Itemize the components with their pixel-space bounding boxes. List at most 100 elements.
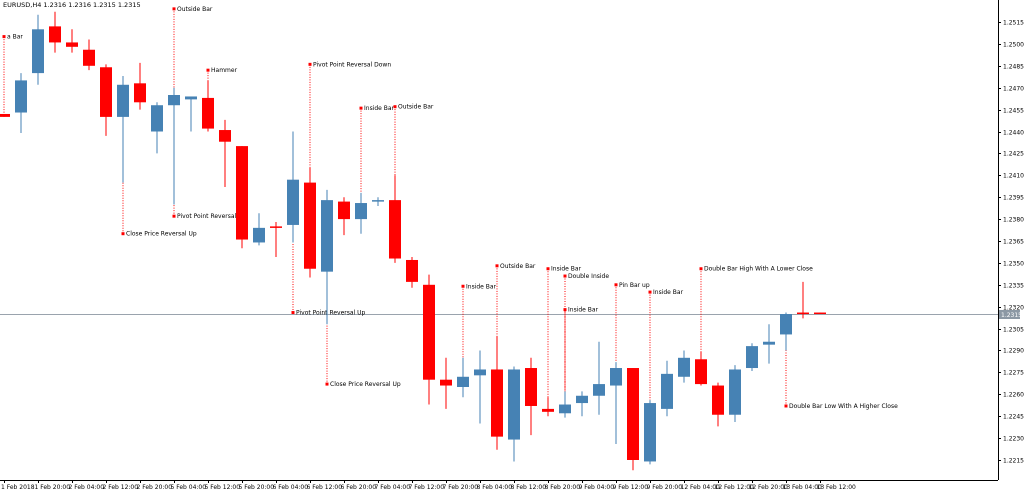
y-tick-label: 1.2350 bbox=[1003, 261, 1024, 268]
annotation-label: Pivot Point Reversal Up bbox=[296, 310, 366, 317]
annotation-label: Hammer bbox=[211, 67, 238, 74]
x-tick-label: 12 Feb 04:00 bbox=[681, 484, 721, 491]
candle bbox=[491, 335, 503, 450]
candle-body bbox=[15, 80, 27, 113]
candle-body bbox=[729, 369, 741, 415]
symbol-header: EURUSD,H4 1.2316 1.2316 1.2315 1.2315 bbox=[3, 1, 141, 9]
candle-body bbox=[440, 379, 452, 386]
candle-body bbox=[491, 369, 503, 437]
y-tick-label: 1.2395 bbox=[1003, 195, 1024, 202]
candle bbox=[457, 357, 469, 398]
candle bbox=[287, 131, 299, 243]
x-tick-label: 12 Feb 20:00 bbox=[749, 484, 789, 491]
y-tick-label: 1.2305 bbox=[1003, 327, 1024, 334]
x-tick-label: 5 Feb 20:00 bbox=[239, 484, 275, 491]
x-tick-label: 9 Feb 12:00 bbox=[613, 484, 649, 491]
current-price-tag bbox=[999, 310, 1020, 319]
candle-body bbox=[0, 113, 10, 117]
annotation-marker bbox=[172, 214, 176, 218]
annotation-label: a Bar bbox=[7, 34, 23, 41]
y-tick-label: 1.2230 bbox=[1003, 436, 1024, 443]
candle bbox=[117, 76, 129, 183]
annotation-marker bbox=[461, 284, 465, 288]
candle bbox=[15, 73, 27, 133]
candle bbox=[355, 192, 367, 234]
candle-body bbox=[49, 26, 61, 43]
candle-body bbox=[83, 49, 95, 66]
candle bbox=[474, 350, 486, 424]
annotation-marker bbox=[121, 232, 125, 236]
y-tick-label: 1.2485 bbox=[1003, 64, 1024, 71]
candle-body bbox=[32, 29, 44, 74]
y-tick-label: 1.2500 bbox=[1003, 42, 1024, 49]
candle bbox=[134, 62, 146, 110]
x-tick-label: 1 Feb 20:00 bbox=[35, 484, 71, 491]
candle-body bbox=[508, 369, 520, 440]
candle-body bbox=[66, 42, 78, 47]
candle-body bbox=[338, 201, 350, 220]
x-tick-label: 7 Feb 04:00 bbox=[375, 484, 411, 491]
candle-body bbox=[321, 200, 333, 272]
candle bbox=[151, 102, 163, 154]
candle-body bbox=[474, 369, 486, 376]
annotation-marker bbox=[699, 267, 703, 271]
x-tick-label: 9 Feb 20:00 bbox=[647, 484, 683, 491]
candle bbox=[83, 39, 95, 71]
candle-body bbox=[627, 368, 639, 460]
candle bbox=[661, 360, 673, 417]
x-tick-label: 12 Feb 12:00 bbox=[715, 484, 755, 491]
candle bbox=[797, 281, 809, 319]
candle bbox=[559, 391, 571, 418]
candle-body bbox=[712, 385, 724, 415]
y-tick-label: 1.2290 bbox=[1003, 348, 1024, 355]
candle bbox=[746, 343, 758, 371]
x-tick-label: 2 Feb 12:00 bbox=[103, 484, 139, 491]
x-tick-label: 13 Feb 04:00 bbox=[783, 484, 823, 491]
candle-body bbox=[219, 130, 231, 142]
candle bbox=[338, 197, 350, 236]
candle bbox=[168, 87, 180, 205]
candle-body bbox=[644, 403, 656, 462]
candle-body bbox=[661, 373, 673, 409]
candle-body bbox=[355, 203, 367, 220]
x-tick-label: 8 Feb 20:00 bbox=[545, 484, 581, 491]
x-tick-label: 9 Feb 04:00 bbox=[579, 484, 615, 491]
candle bbox=[440, 357, 452, 409]
y-tick-label: 1.2260 bbox=[1003, 392, 1024, 399]
annotation-label: Double Inside bbox=[568, 273, 609, 280]
candle bbox=[236, 146, 248, 249]
annotation-label: Outside Bar bbox=[398, 104, 434, 111]
candle-body bbox=[270, 226, 282, 228]
y-tick-label: 1.2275 bbox=[1003, 370, 1024, 377]
candle bbox=[406, 257, 418, 288]
candle-body bbox=[559, 404, 571, 414]
candle bbox=[321, 189, 333, 325]
candle bbox=[389, 175, 401, 263]
y-tick-label: 1.2215 bbox=[1003, 458, 1024, 465]
y-tick-label: 1.2440 bbox=[1003, 130, 1024, 137]
candle-body bbox=[814, 312, 826, 315]
candle-body bbox=[423, 284, 435, 380]
candle-body bbox=[168, 95, 180, 106]
candle-body bbox=[542, 408, 554, 412]
annotation-label: Double Bar High With A Lower Close bbox=[704, 266, 813, 273]
candle-body bbox=[576, 395, 588, 404]
candle bbox=[270, 222, 282, 258]
candle bbox=[66, 29, 78, 53]
candle-body bbox=[593, 384, 605, 396]
candle bbox=[780, 312, 792, 351]
y-tick-label: 1.2455 bbox=[1003, 108, 1024, 115]
candle bbox=[185, 96, 197, 132]
candle bbox=[763, 324, 775, 364]
annotation-marker bbox=[563, 308, 567, 312]
y-tick-label: 1.2380 bbox=[1003, 217, 1024, 224]
candle-body bbox=[253, 227, 265, 243]
candle-body bbox=[304, 182, 316, 269]
candle bbox=[304, 168, 316, 278]
candle-body bbox=[763, 341, 775, 345]
y-tick-label: 1.2335 bbox=[1003, 283, 1024, 290]
candle bbox=[712, 382, 724, 427]
annotation-marker bbox=[546, 267, 550, 271]
